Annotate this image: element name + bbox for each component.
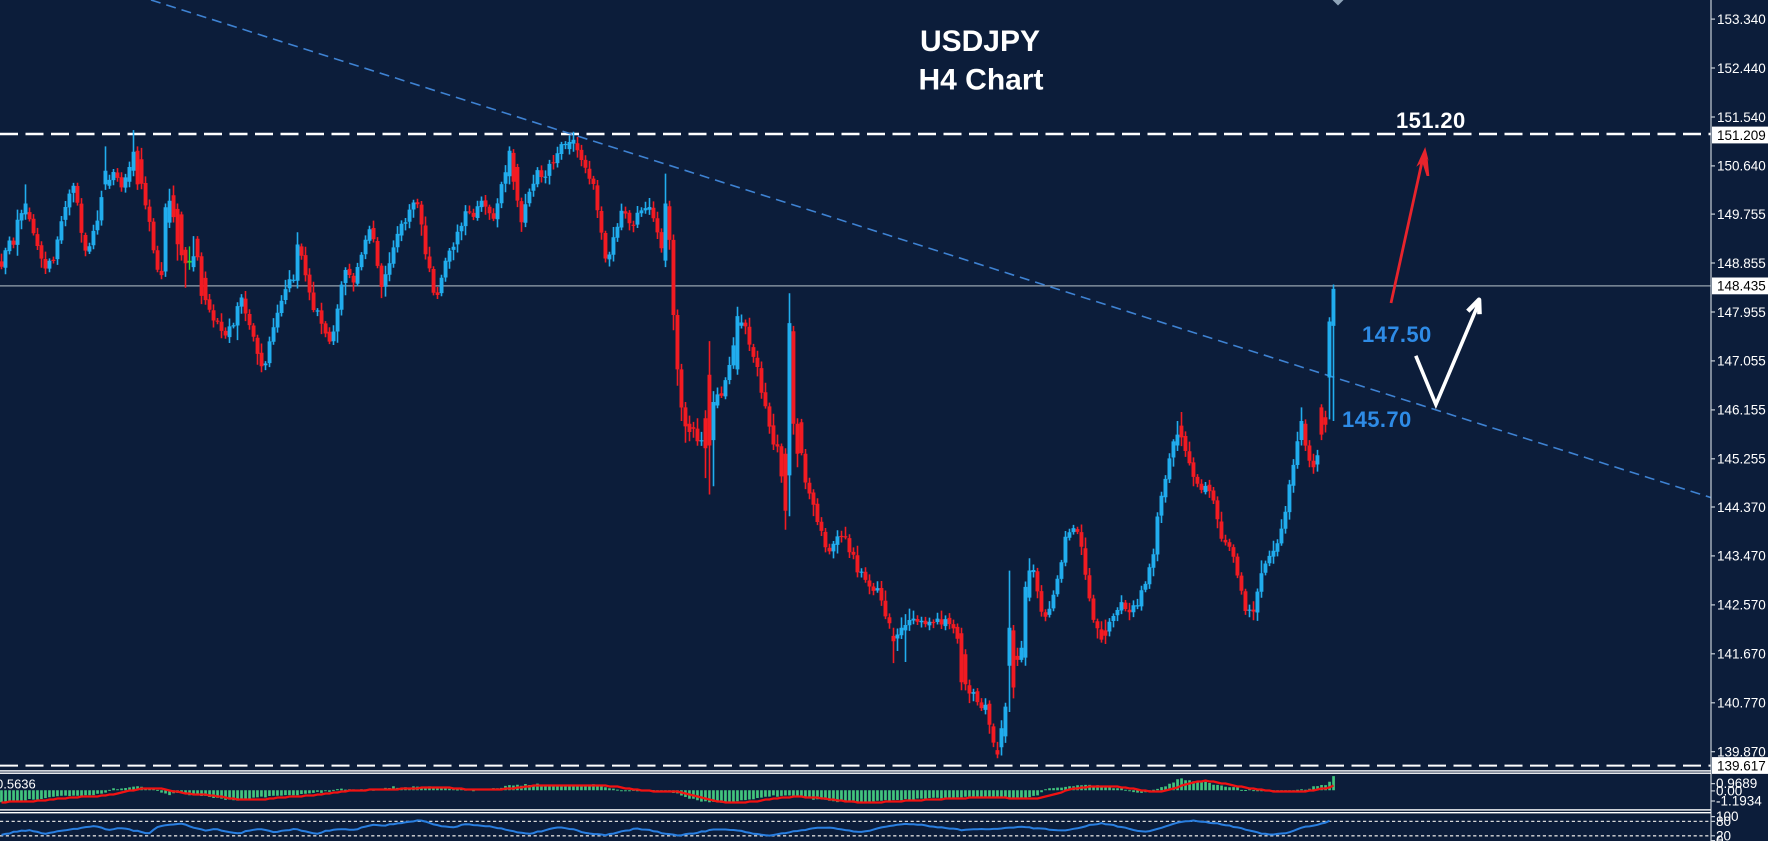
svg-text:145.70: 145.70 <box>1342 407 1412 432</box>
svg-text:151.540: 151.540 <box>1717 110 1766 125</box>
svg-text:139.870: 139.870 <box>1717 745 1766 760</box>
svg-text:148.855: 148.855 <box>1717 256 1766 271</box>
svg-text:139.617: 139.617 <box>1717 758 1766 773</box>
svg-text:151.20: 151.20 <box>1396 108 1466 133</box>
svg-text:146.155: 146.155 <box>1717 403 1766 418</box>
svg-text:145.255: 145.255 <box>1717 452 1766 467</box>
svg-text:20: 20 <box>1716 828 1731 841</box>
svg-text:141.670: 141.670 <box>1717 647 1766 662</box>
svg-text:152.440: 152.440 <box>1717 61 1766 76</box>
svg-text:0.5636: 0.5636 <box>0 777 36 792</box>
svg-text:147.955: 147.955 <box>1717 305 1766 320</box>
svg-text:147.055: 147.055 <box>1717 354 1766 369</box>
svg-text:151.209: 151.209 <box>1717 128 1766 143</box>
svg-text:153.340: 153.340 <box>1717 12 1766 27</box>
svg-text:144.370: 144.370 <box>1717 500 1766 515</box>
svg-text:80: 80 <box>1716 814 1731 829</box>
svg-text:142.570: 142.570 <box>1717 598 1766 613</box>
svg-text:0: 0 <box>1716 833 1724 841</box>
svg-text:147.50: 147.50 <box>1362 322 1432 347</box>
svg-text:149.755: 149.755 <box>1717 207 1766 222</box>
svg-text:H4 Chart: H4 Chart <box>918 64 1043 97</box>
svg-text:150.640: 150.640 <box>1717 159 1766 174</box>
svg-text:148.435: 148.435 <box>1717 279 1766 294</box>
svg-text:100: 100 <box>1716 809 1739 824</box>
svg-text:0.00: 0.00 <box>1716 784 1742 799</box>
svg-text:USDJPY: USDJPY <box>920 25 1040 58</box>
svg-text:-1.1934: -1.1934 <box>1716 794 1762 809</box>
svg-text:140.770: 140.770 <box>1717 696 1766 711</box>
svg-text:0.9689: 0.9689 <box>1716 776 1757 791</box>
svg-text:143.470: 143.470 <box>1717 549 1766 564</box>
